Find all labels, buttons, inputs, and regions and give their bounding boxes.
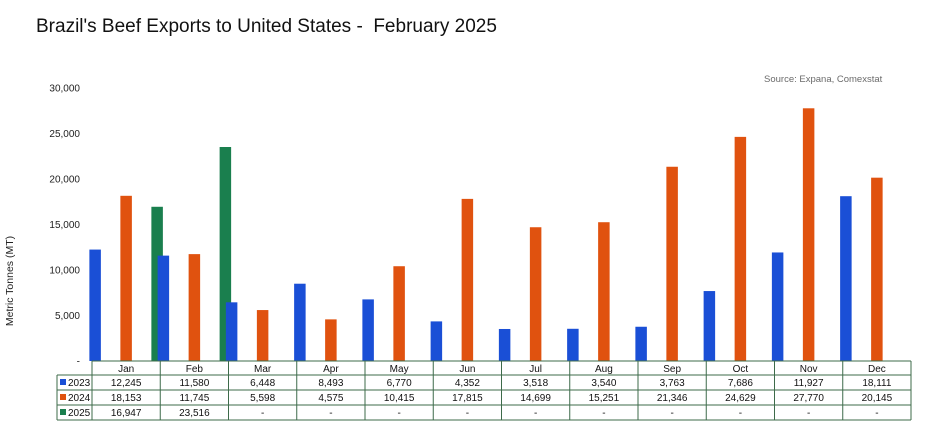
bar-2025-jan (151, 206, 163, 361)
category-label: Apr (323, 364, 339, 375)
category-label: Jul (529, 364, 542, 375)
legend-swatch-2025 (60, 409, 66, 415)
bars (89, 108, 883, 361)
category-label: May (390, 364, 409, 375)
chart-title: Brazil's Beef Exports to United States -… (36, 16, 497, 37)
category-label: Sep (663, 364, 681, 375)
y-tick-label: 5,000 (55, 311, 80, 322)
bar-2023-mar (225, 302, 238, 361)
bar-2023-apr (294, 283, 306, 361)
data-label: 3,518 (523, 378, 548, 389)
category-label: Aug (595, 364, 613, 375)
data-label: - (466, 408, 469, 419)
data-label: 4,575 (318, 393, 343, 404)
legend-label-2025: 2025 (68, 408, 91, 419)
data-table: Jan Feb Mar Apr May Jun Jul Aug Sep Oct Nov Dec 2023… (56, 360, 912, 421)
bar-2023-jan (89, 249, 101, 361)
category-label: Dec (868, 364, 886, 375)
y-tick-label: 25,000 (49, 129, 80, 140)
data-label: - (261, 408, 264, 419)
data-label: 21,346 (657, 393, 688, 404)
bar-2024-mar (256, 310, 269, 361)
bar-2023-oct (703, 291, 716, 361)
bar-2023-dec (840, 196, 852, 361)
data-label: 18,153 (111, 393, 142, 404)
data-label: 4,352 (455, 378, 480, 389)
bar-2024-nov (802, 108, 815, 361)
data-label: - (875, 408, 878, 419)
bar-2023-aug (567, 328, 579, 361)
data-label: 6,448 (250, 378, 275, 389)
data-label: - (602, 408, 605, 419)
data-label: 24,629 (725, 393, 756, 404)
category-label: Feb (186, 364, 204, 375)
category-label: Jun (459, 364, 475, 375)
y-tick-label: 20,000 (49, 175, 80, 186)
data-label: 3,763 (660, 378, 685, 389)
legend-label-2024: 2024 (68, 393, 91, 404)
data-label: 11,927 (794, 378, 824, 389)
data-label: 3,540 (591, 378, 616, 389)
bar-2023-nov (771, 252, 784, 361)
bar-2024-feb (188, 254, 201, 361)
bar-2024-may (393, 266, 405, 361)
data-label: - (329, 408, 332, 419)
category-label: Oct (733, 364, 749, 375)
data-label: - (670, 408, 673, 419)
data-label: 20,145 (862, 393, 893, 404)
y-tick-label: 15,000 (49, 220, 80, 231)
data-label: - (534, 408, 537, 419)
bar-2024-jul (529, 227, 542, 361)
data-label: 5,598 (250, 393, 275, 404)
category-label: Nov (800, 364, 818, 375)
data-label: 7,686 (728, 378, 753, 389)
data-label: 10,415 (384, 393, 415, 404)
bar-2024-apr (325, 319, 337, 361)
data-label: 27,770 (793, 393, 824, 404)
data-label: 6,770 (387, 378, 412, 389)
y-tick-label: 30,000 (49, 84, 80, 95)
data-label: 15,251 (589, 393, 620, 404)
bar-2024-jan (120, 195, 132, 361)
legend-swatch-2024 (60, 394, 66, 400)
legend-label-2023: 2023 (68, 378, 91, 389)
legend-swatch-2023 (60, 379, 66, 385)
category-label: Mar (254, 364, 272, 375)
data-label: - (739, 408, 742, 419)
data-label: 17,815 (452, 393, 483, 404)
y-tick-label: 10,000 (49, 266, 80, 277)
data-label: - (807, 408, 810, 419)
y-axis-ticks: - 5,000 10,000 15,000 20,000 25,000 30,000 (49, 84, 80, 368)
bar-2024-aug (598, 222, 610, 361)
data-label: 12,245 (111, 378, 142, 389)
y-tick-label: - (77, 357, 80, 368)
bar-2023-jul (498, 328, 511, 361)
data-label: 23,516 (179, 408, 210, 419)
bar-2024-jun (461, 198, 474, 361)
data-label: 16,947 (111, 408, 142, 419)
data-label: 14,699 (520, 393, 551, 404)
bar-2024-oct (734, 136, 747, 361)
data-label: 11,745 (179, 393, 209, 404)
data-label: 8,493 (318, 378, 343, 389)
data-label: 18,111 (862, 378, 892, 389)
bar-2025-feb (219, 147, 232, 361)
bar-2023-jun (430, 321, 443, 361)
data-label: 11,580 (179, 378, 209, 389)
bar-2024-dec (871, 177, 883, 361)
data-label: - (397, 408, 400, 419)
category-label: Jan (118, 364, 134, 375)
bar-2023-feb (157, 255, 170, 361)
bar-2023-may (362, 299, 374, 361)
source-note: Source: Expana, Comexstat (764, 74, 883, 85)
bar-2023-sep (635, 326, 647, 361)
bar-2024-sep (666, 166, 678, 361)
